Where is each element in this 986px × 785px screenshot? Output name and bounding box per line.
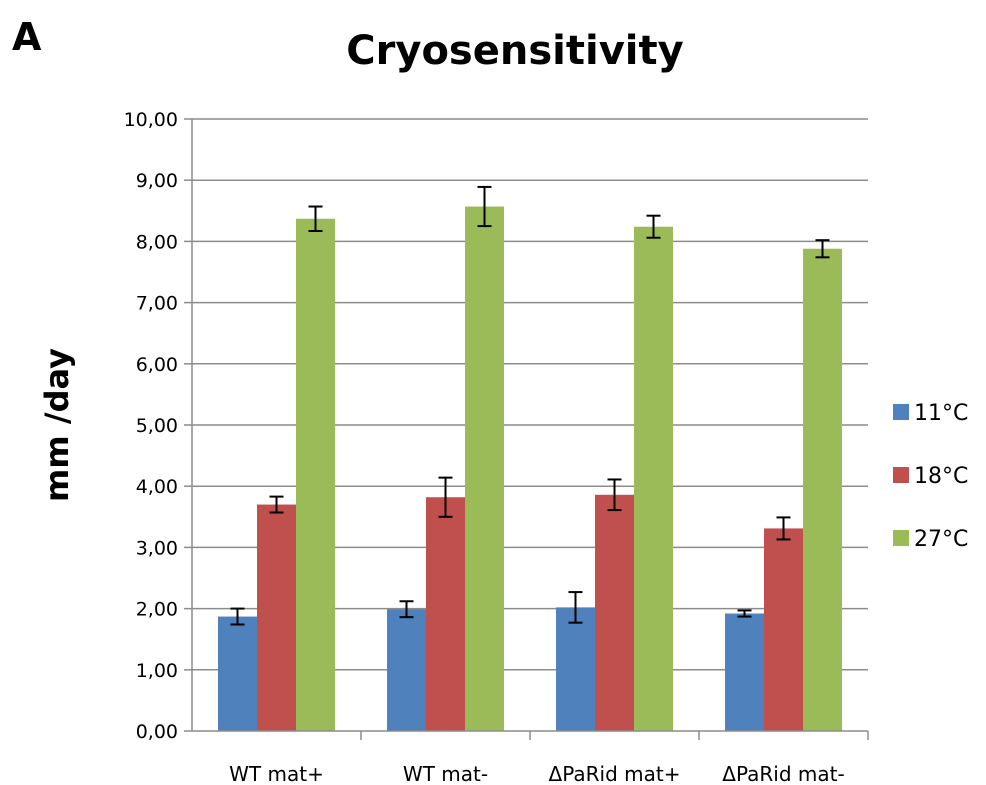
legend-label: 27°C [914, 527, 968, 552]
x-category-label: ΔPaRid mat- [722, 762, 844, 785]
x-category-label: WT mat- [403, 762, 488, 785]
legend-swatch [893, 530, 909, 546]
x-category-label: ΔPaRid mat+ [549, 762, 681, 785]
bar [387, 609, 426, 731]
bar [257, 504, 296, 731]
error-bars [230, 185, 830, 626]
y-tick-label: 6,00 [136, 354, 178, 376]
y-tick-label: 7,00 [136, 293, 178, 315]
bar [296, 218, 335, 732]
chart-title: Cryosensitivity [346, 28, 683, 74]
legend-swatch [893, 467, 909, 483]
legend: 11°C 18°C 27°C [893, 401, 968, 552]
legend-label: 11°C [914, 401, 968, 426]
x-category-label: WT mat+ [229, 762, 324, 785]
x-category-labels: WT mat+ WT mat- ΔPaRid mat+ ΔPaRid mat- [229, 762, 845, 785]
bar [634, 226, 673, 731]
y-tick-label: 2,00 [136, 599, 178, 621]
y-tick-label: 10,00 [124, 109, 178, 131]
y-tick-label: 4,00 [136, 476, 178, 498]
bar [426, 497, 465, 731]
y-tick-labels: 0,00 1,00 2,00 3,00 4,00 5,00 6,00 7,00 8,00 9,00… [124, 109, 178, 743]
bar [595, 494, 634, 731]
y-tick-label: 8,00 [136, 231, 178, 253]
y-tick-label: 9,00 [136, 170, 178, 192]
legend-swatch [893, 404, 909, 420]
bar [556, 607, 595, 731]
panel-label: A [12, 15, 42, 59]
y-tick-label: 3,00 [136, 537, 178, 559]
y-tick-label: 0,00 [136, 721, 178, 743]
y-tick-label: 5,00 [136, 415, 178, 437]
bar [465, 206, 504, 732]
bar [725, 613, 764, 731]
y-tick-label: 1,00 [136, 660, 178, 682]
axes [184, 118, 869, 740]
y-axis-label: mm /day [38, 348, 76, 502]
legend-label: 18°C [914, 464, 968, 489]
bar [803, 248, 842, 731]
bar [218, 616, 257, 731]
bar [764, 528, 803, 731]
bars [218, 206, 842, 732]
